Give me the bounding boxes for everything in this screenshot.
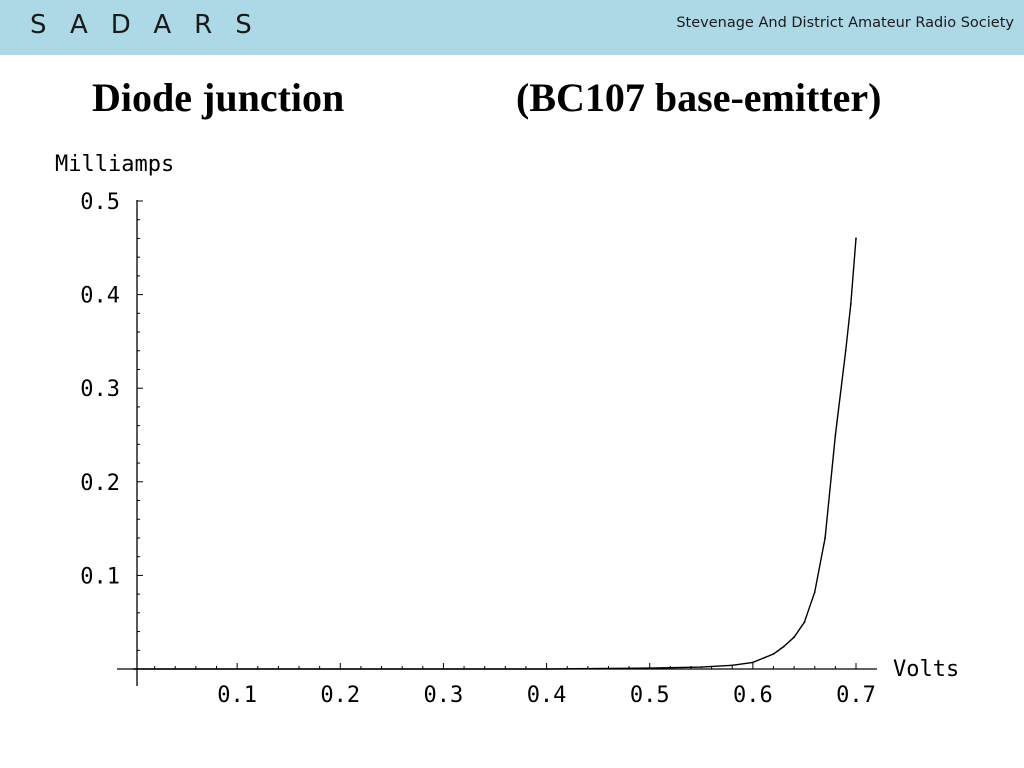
data-point xyxy=(844,349,847,352)
x-tick-label: 0.5 xyxy=(630,683,670,708)
data-point xyxy=(849,303,852,305)
data-point xyxy=(236,668,239,670)
data-point xyxy=(442,668,445,670)
data-point xyxy=(782,645,785,648)
y-axis-label: Milliamps xyxy=(55,152,174,177)
data-point xyxy=(545,668,548,670)
data-point xyxy=(133,668,135,670)
x-tick-label: 0.3 xyxy=(424,683,464,708)
data-point xyxy=(751,661,754,664)
tick-labels: 0.1 0.2 0.3 0.4 0.5 0.6 0.7 0.1 0.2 0.3 0.4 0.5 xyxy=(80,190,876,708)
y-tick-label: 0.4 xyxy=(80,284,120,309)
ticks xyxy=(137,200,857,669)
y-tick-label: 0.1 xyxy=(80,564,120,589)
society-name: Stevenage And District Amateur Radio Soc… xyxy=(676,15,1014,31)
y-tick-label: 0.5 xyxy=(80,190,120,215)
data-point xyxy=(793,636,796,639)
data-point xyxy=(803,621,806,624)
y-tick-label: 0.3 xyxy=(80,377,120,402)
x-tick-label: 0.2 xyxy=(320,683,360,708)
data-point xyxy=(700,666,703,669)
data-point xyxy=(731,664,734,667)
x-axis-label: Volts xyxy=(893,657,959,682)
data-point xyxy=(813,591,816,594)
data-point xyxy=(834,434,837,436)
series-line xyxy=(134,238,857,670)
header-banner: SADARS Stevenage And District Amateur Ra… xyxy=(0,0,1024,55)
x-tick-label: 0.6 xyxy=(733,683,773,708)
x-tick-label: 0.7 xyxy=(836,683,876,708)
series-group xyxy=(133,237,857,670)
data-point xyxy=(855,237,857,240)
y-tick-label: 0.2 xyxy=(80,471,120,496)
x-tick-label: 0.4 xyxy=(527,683,567,708)
data-point xyxy=(339,668,342,670)
x-tick-label: 0.1 xyxy=(217,683,257,708)
data-point xyxy=(824,537,826,539)
data-point xyxy=(772,653,775,655)
axes xyxy=(117,200,877,686)
logo: SADARS xyxy=(30,10,275,40)
slide-subtitle: (BC107 base-emitter) xyxy=(516,75,882,120)
data-point xyxy=(648,667,651,669)
slide-title: Diode junction xyxy=(92,75,345,120)
